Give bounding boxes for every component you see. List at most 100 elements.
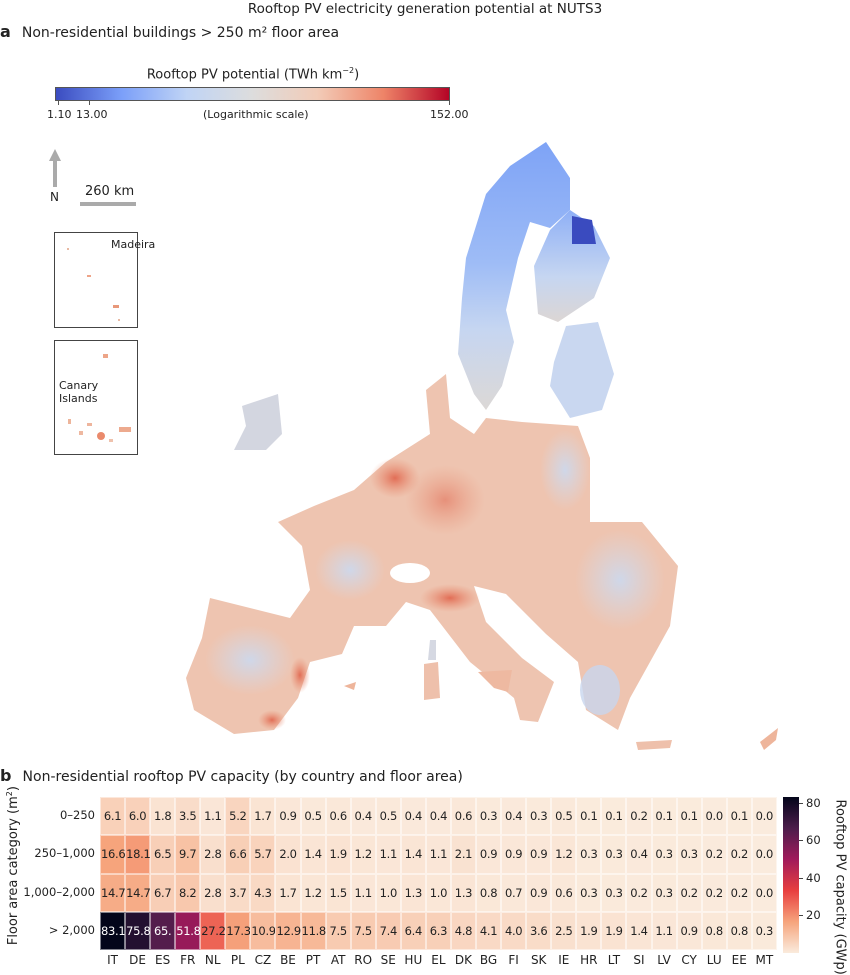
- heatmap-cell: 7.4: [375, 911, 401, 950]
- map-zone-germany: [405, 465, 485, 535]
- heatmap-column-label: NL: [204, 953, 221, 967]
- heatmap-cell: 1.4: [626, 911, 652, 950]
- inset-madeira: Madeira: [54, 232, 155, 328]
- heatmap-colorbar-tick: [799, 802, 803, 804]
- map-zone-balkans: [575, 530, 665, 630]
- heatmap-column-label: CY: [681, 953, 697, 967]
- heatmap-column-label: DE: [129, 953, 146, 967]
- heatmap-column-label: PT: [305, 953, 321, 967]
- heatmap-colorbar-tick: [799, 915, 803, 917]
- map-colorbar-min-label: 1.10: [47, 108, 72, 121]
- map-colorbar-title: Rooftop PV potential (TWh km−2): [55, 66, 451, 82]
- heatmap-cell: 1.0: [375, 873, 401, 912]
- heatmap-cell: 6.4: [400, 911, 426, 950]
- heatmap-colorbar-tick: [799, 877, 803, 879]
- heatmap-column-label: ES: [155, 953, 171, 967]
- map-colorbar: [55, 87, 450, 101]
- heatmap-cell: 0.3: [601, 835, 627, 874]
- heatmap-row-label: 250–1,000: [34, 846, 95, 861]
- heatmap-cell: 2.0: [275, 835, 301, 874]
- heatmap-column-label: IT: [107, 953, 118, 967]
- heatmap-cell: 1.1: [651, 911, 677, 950]
- heatmap-cell: 6.0: [125, 797, 151, 836]
- heatmap-column-label: PL: [230, 953, 245, 967]
- heatmap-column-label: BE: [280, 953, 296, 967]
- heatmap-cell: 0.2: [676, 873, 702, 912]
- heatmap-cell: 0.0: [751, 835, 777, 874]
- scale-bar-label: 260 km: [85, 184, 135, 199]
- heatmap-cell: 0.2: [726, 873, 752, 912]
- heatmap-cell: 0.9: [476, 835, 502, 874]
- map-region-sardinia: [424, 662, 440, 700]
- heatmap-cell: 0.6: [551, 873, 577, 912]
- heatmap-cell: 6.3: [425, 911, 451, 950]
- heatmap-cell: 6.1: [100, 797, 126, 836]
- heatmap-column-label: FI: [508, 953, 519, 967]
- heatmap-cell: 0.2: [701, 873, 727, 912]
- map-colorbar-tick: [58, 101, 59, 105]
- heatmap-cell: 0.4: [350, 797, 376, 836]
- heatmap-cell: 83.1: [100, 911, 126, 950]
- heatmap-cell: 65.: [150, 911, 176, 950]
- map-colorbar-tick: [449, 101, 450, 105]
- heatmap-column-label: EE: [731, 953, 747, 967]
- map-colorbar-title-text: Rooftop PV potential (TWh km: [146, 67, 343, 83]
- heatmap-cell: 14.7: [125, 873, 151, 912]
- heatmap-colorbar-tick: [799, 840, 803, 842]
- heatmap-cell: 16.6: [100, 835, 126, 874]
- heatmap-cell: 11.8: [300, 911, 326, 950]
- heatmap-column-label: CZ: [254, 953, 272, 967]
- heatmap-cell: 0.3: [576, 835, 602, 874]
- heatmap-cell: 0.3: [601, 873, 627, 912]
- heatmap-cell: 1.4: [300, 835, 326, 874]
- heatmap-cell: 0.3: [576, 873, 602, 912]
- heatmap-column-label: MT: [755, 953, 774, 967]
- heatmap-cell: 0.3: [476, 797, 502, 836]
- heatmap-cell: 0.5: [375, 797, 401, 836]
- heatmap-cell: 1.1: [375, 835, 401, 874]
- heatmap-cell: 0.0: [751, 873, 777, 912]
- heatmap-cell: 0.1: [726, 797, 752, 836]
- heatmap-cell: 0.8: [726, 911, 752, 950]
- heatmap-cell: 1.1: [350, 873, 376, 912]
- heatmap-cell: 17.3: [225, 911, 251, 950]
- heatmap-cell: 2.1: [450, 835, 477, 874]
- canary-islands: [68, 354, 131, 442]
- heatmap-cell: 75.8: [125, 911, 151, 950]
- map-region-ireland: [234, 394, 282, 450]
- panel-b-header: b Non-residential rooftop PV capacity (b…: [0, 766, 463, 785]
- heatmap-cell: 2.8: [200, 873, 226, 912]
- heatmap-cell: 1.8: [150, 797, 176, 836]
- heatmap-cell: 3.6: [526, 911, 552, 950]
- heatmap-cell: 0.2: [726, 835, 752, 874]
- heatmap-column-label: LV: [657, 953, 671, 967]
- heatmap-cell: 2.8: [200, 835, 226, 874]
- heatmap-cell: 1.7: [275, 873, 301, 912]
- heatmap-cell: 0.3: [676, 835, 702, 874]
- heatmap-colorbar-label: Rooftop PV capacity (GWp): [832, 799, 848, 975]
- heatmap-cell: 9.7: [175, 835, 201, 874]
- heatmap-cell: 14.7: [100, 873, 126, 912]
- heatmap-colorbar-tick-label: 60: [806, 833, 821, 848]
- heatmap-cell: 0.4: [400, 797, 426, 836]
- heatmap-cell: 4.3: [250, 873, 276, 912]
- north-arrow-icon: [49, 149, 136, 206]
- heatmap-column-label: IE: [558, 953, 570, 967]
- europe-nuts3-map: [186, 142, 778, 750]
- heatmap-cell: 4.0: [501, 911, 527, 950]
- heatmap-cell: 0.2: [626, 873, 652, 912]
- heatmap-column-label: SI: [633, 953, 645, 967]
- heatmap-cell: 7.5: [350, 911, 376, 950]
- map-colorbar-scale-note: (Logarithmic scale): [203, 108, 309, 121]
- heatmap-cell: 0.4: [425, 797, 451, 836]
- heatmap-cell: 5.7: [250, 835, 276, 874]
- heatmap-cell: 4.8: [450, 911, 477, 950]
- heatmap-column-label: BG: [479, 953, 498, 967]
- map-zone-spain-south: [258, 710, 286, 730]
- heatmap-cell: 0.6: [325, 797, 351, 836]
- heatmap-cell: 1.5: [325, 873, 351, 912]
- heatmap-cell: 8.2: [175, 873, 201, 912]
- heatmap-column-label: RO: [354, 953, 373, 967]
- heatmap-cell: 0.9: [526, 873, 552, 912]
- heatmap-cell: 6.7: [150, 873, 176, 912]
